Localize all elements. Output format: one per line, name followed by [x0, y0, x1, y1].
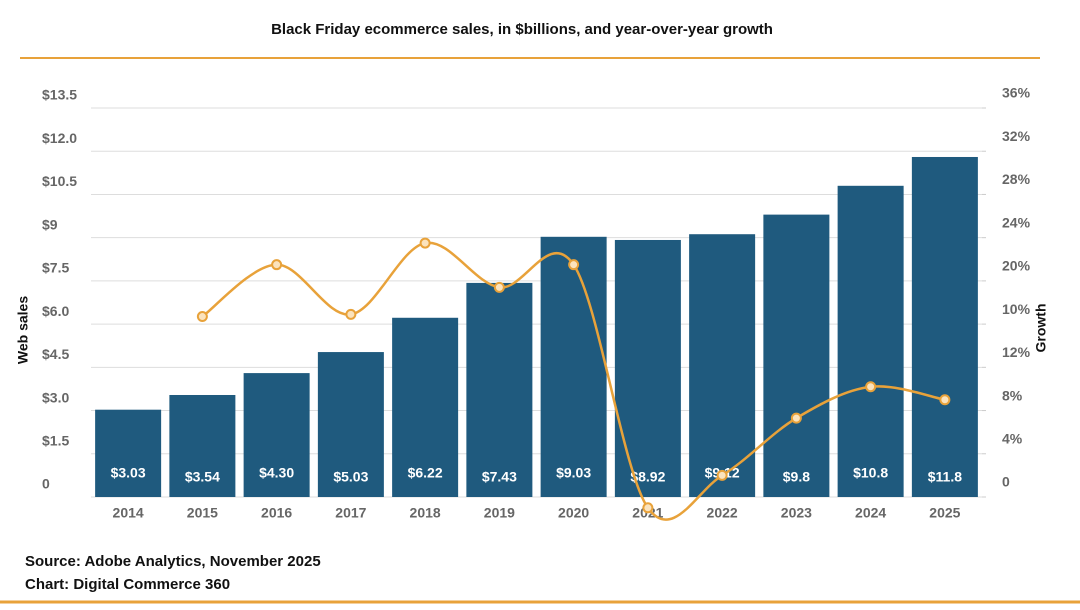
x-tick-label: 2025 — [929, 505, 960, 521]
y-tick-label: $12.0 — [42, 130, 77, 146]
value-label: $7.43 — [482, 469, 517, 485]
growth-point — [419, 237, 431, 249]
y-tick-label: $4.5 — [42, 346, 69, 362]
x-tick-label: 2022 — [707, 505, 738, 521]
x-tick-label: 2017 — [335, 505, 366, 521]
x-tick-label: 2016 — [261, 505, 292, 521]
bar — [911, 156, 978, 498]
value-label: $4.30 — [259, 465, 294, 481]
bar — [763, 214, 830, 498]
credit: Chart: Digital Commerce 360 — [25, 576, 230, 593]
bar — [243, 373, 310, 497]
y2-tick-label: 20% — [1002, 258, 1031, 274]
bar — [614, 239, 681, 497]
bar — [837, 185, 904, 498]
growth-point — [493, 281, 505, 293]
value-label: $3.54 — [185, 469, 220, 485]
x-tick-label: 2019 — [484, 505, 515, 521]
y-tick-label: 0 — [42, 476, 50, 492]
value-label: $3.03 — [111, 465, 146, 481]
y2-axis-title: Growth — [1033, 304, 1049, 353]
x-tick-label: 2023 — [781, 505, 812, 521]
bar — [540, 236, 607, 497]
growth-point — [196, 311, 208, 323]
chart-title: Black Friday ecommerce sales, in $billio… — [271, 21, 773, 38]
bar — [317, 352, 384, 497]
bar — [466, 282, 533, 497]
value-label: $5.03 — [333, 469, 368, 485]
y2-tick-label: 36% — [1002, 85, 1031, 101]
y2-tick-label: 32% — [1002, 128, 1031, 144]
y-tick-label: $7.5 — [42, 260, 69, 276]
y2-tick-label: 0 — [1002, 474, 1010, 490]
x-tick-label: 2014 — [113, 505, 144, 521]
value-label: $11.8 — [928, 469, 962, 485]
growth-point — [345, 308, 357, 320]
value-label: $9.8 — [783, 469, 810, 485]
y-tick-label: $10.5 — [42, 173, 77, 189]
growth-point — [568, 259, 580, 271]
x-tick-label: 2015 — [187, 505, 218, 521]
bar — [95, 409, 162, 497]
y2-tick-label: 12% — [1002, 344, 1031, 360]
growth-point — [790, 412, 802, 424]
x-tick-label: 2020 — [558, 505, 589, 521]
y2-tick-label: 4% — [1002, 430, 1023, 446]
y2-tick-label: 24% — [1002, 214, 1031, 230]
y2-tick-label: 10% — [1002, 301, 1031, 317]
y-axis-title: Web sales — [15, 296, 31, 364]
bar — [392, 317, 459, 497]
bar — [169, 394, 236, 497]
y-tick-label: $9 — [42, 216, 58, 232]
y-tick-label: $6.0 — [42, 303, 69, 319]
source: Source: Adobe Analytics, November 2025 — [25, 553, 321, 570]
y2-tick-label: 8% — [1002, 387, 1023, 403]
value-label: $6.22 — [408, 465, 443, 481]
growth-point — [939, 394, 951, 406]
growth-point — [716, 469, 728, 481]
bar — [689, 234, 756, 497]
x-tick-label: 2024 — [855, 505, 886, 521]
growth-point — [271, 259, 283, 271]
value-label: $9.03 — [556, 465, 591, 481]
value-label: $10.8 — [853, 465, 888, 481]
y-tick-label: $13.5 — [42, 87, 77, 103]
y-tick-label: $1.5 — [42, 432, 69, 448]
y-tick-label: $3.0 — [42, 389, 69, 405]
value-label: $8.92 — [630, 469, 665, 485]
growth-point — [642, 502, 654, 514]
y2-tick-label: 28% — [1002, 171, 1031, 187]
growth-point — [865, 381, 877, 393]
x-tick-label: 2018 — [410, 505, 441, 521]
